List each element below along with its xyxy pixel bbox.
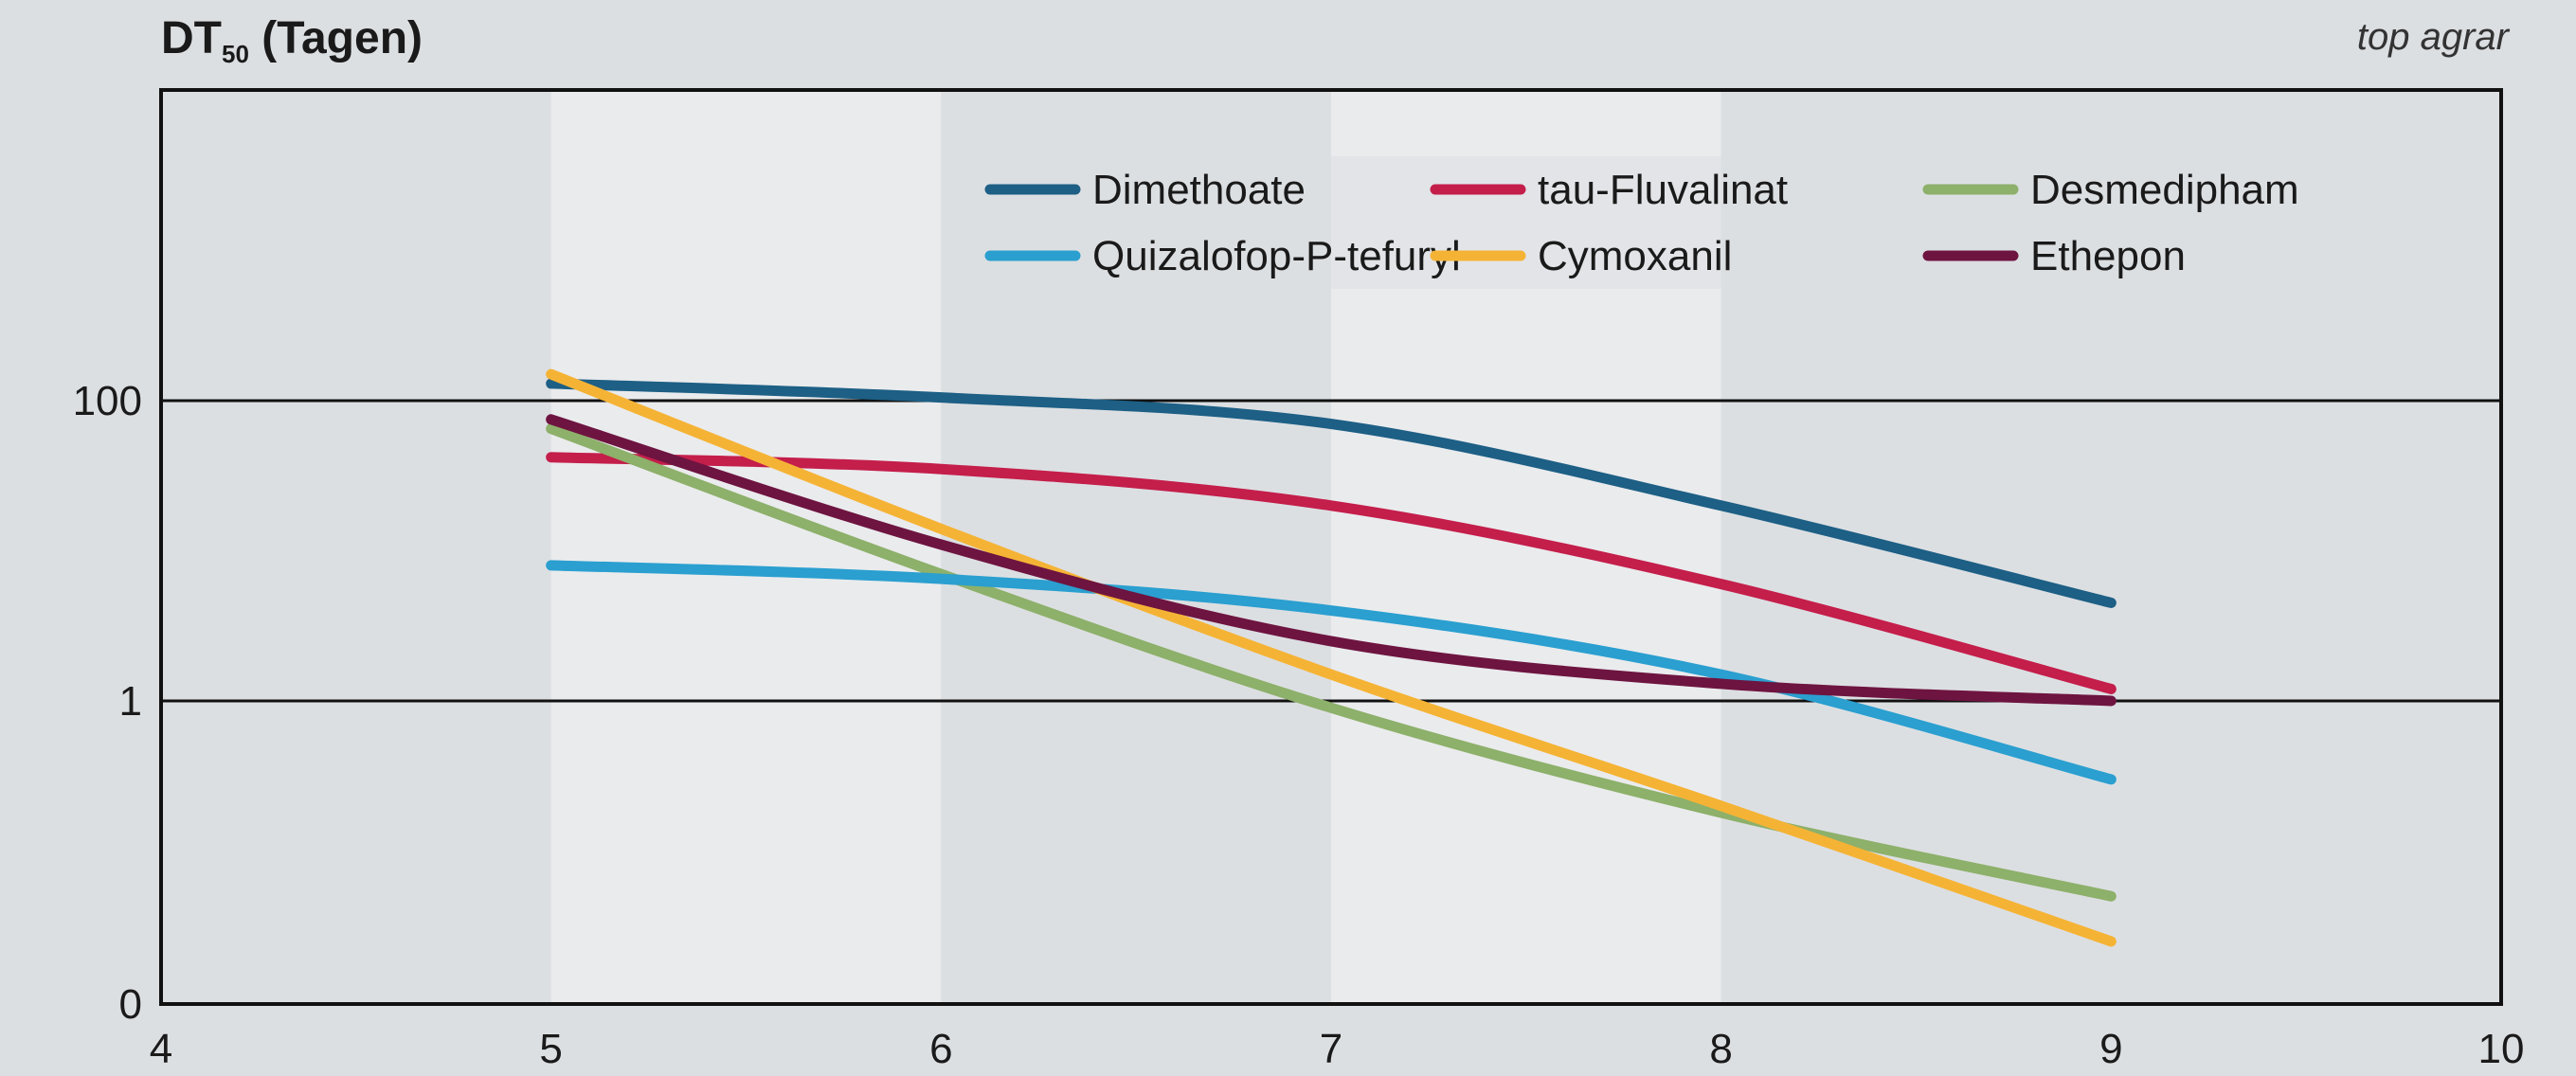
series-line	[546, 560, 2117, 785]
source-label: top agrar	[2357, 16, 2511, 58]
background-band	[550, 90, 942, 1004]
series-line	[546, 414, 2117, 707]
legend-label: Quizalofop-P-tefuryl	[1092, 233, 1461, 279]
x-tick-label: 9	[2099, 1026, 2122, 1072]
legend-label: Desmedipham	[2030, 167, 2299, 213]
x-tick-label: 10	[2478, 1026, 2525, 1072]
y-tick-label: 0	[119, 981, 142, 1028]
x-tick-label: 6	[929, 1026, 952, 1072]
legend-label: Ethepon	[2030, 233, 2186, 279]
y-axis-title-suffix: (Tagen)	[249, 13, 423, 63]
series-line	[546, 378, 2117, 608]
background-band	[161, 90, 551, 1004]
x-tick-label: 4	[150, 1026, 172, 1072]
x-tick-label: 7	[1320, 1026, 1342, 1072]
y-tick-label: 100	[73, 378, 142, 424]
y-axis-ticks: 0 1 100	[73, 378, 142, 1028]
plot-frame	[159, 88, 2503, 1006]
legend-label: Cymoxanil	[1538, 233, 1732, 279]
x-tick-label: 5	[539, 1026, 562, 1072]
series-line	[546, 423, 2117, 902]
y-axis-title: DT50 (Tagen)	[161, 13, 423, 68]
legend-box	[966, 156, 2449, 289]
x-tick-label: 8	[1709, 1026, 1732, 1072]
y-axis-title-subscript: 50	[222, 40, 249, 68]
legend-label: Dimethoate	[1092, 167, 1306, 213]
legend: Dimethoate tau-Fluvalinat Desmedipham Quiza…	[966, 156, 2449, 289]
legend-label: tau-Fluvalinat	[1538, 167, 1788, 213]
y-tick-label: 1	[119, 678, 142, 725]
x-axis-ticks: 4 5 6 7 8 9 10	[150, 1026, 2525, 1072]
series-line	[546, 452, 2117, 694]
series-lines	[546, 368, 2117, 947]
y-axis-title-prefix: DT	[161, 13, 222, 63]
series-line	[546, 368, 2117, 947]
